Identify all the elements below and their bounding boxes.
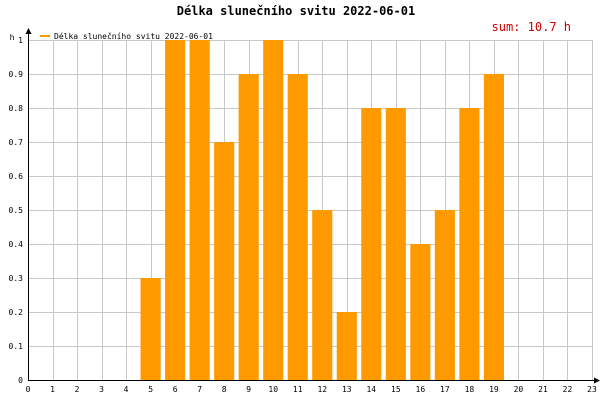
x-tick-label: 16 xyxy=(416,385,426,394)
x-tick-label: 7 xyxy=(197,385,202,394)
bar xyxy=(410,244,431,380)
x-tick-label: 20 xyxy=(514,385,524,394)
x-tick-label: 13 xyxy=(342,385,352,394)
x-tick-label: 19 xyxy=(489,385,499,394)
y-tick-label: 0.6 xyxy=(9,172,24,181)
bar xyxy=(385,108,406,380)
sum-label: sum: 10.7 h xyxy=(492,20,571,34)
bar xyxy=(165,40,186,380)
x-tick-label: 17 xyxy=(440,385,450,394)
x-tick-label: 1 xyxy=(50,385,55,394)
x-tick-label: 18 xyxy=(465,385,475,394)
bar xyxy=(434,210,455,380)
bar xyxy=(483,74,504,380)
bar xyxy=(189,40,210,380)
y-tick-label: 0.7 xyxy=(9,138,24,147)
x-tick-label: 2 xyxy=(75,385,80,394)
x-tick-label: 11 xyxy=(293,385,303,394)
bar xyxy=(361,108,382,380)
bar xyxy=(459,108,480,380)
axes xyxy=(25,28,600,384)
x-tick-label: 21 xyxy=(538,385,548,394)
bar xyxy=(140,278,161,380)
bar xyxy=(263,40,284,380)
x-tick-label: 22 xyxy=(563,385,573,394)
y-tick-label: 0.5 xyxy=(9,206,24,215)
y-tick-label: 0 xyxy=(18,376,23,385)
x-tick-label: 3 xyxy=(99,385,104,394)
x-tick-label: 15 xyxy=(391,385,401,394)
bar xyxy=(336,312,357,380)
x-tick-label: 6 xyxy=(173,385,178,394)
bar xyxy=(312,210,333,380)
x-tick-label: 10 xyxy=(268,385,278,394)
x-tick-label: 0 xyxy=(26,385,31,394)
legend-label: Délka slunečního svitu 2022-06-01 xyxy=(54,31,213,41)
x-tick-label: 9 xyxy=(246,385,251,394)
legend-swatch xyxy=(40,35,50,37)
x-tick-label: 5 xyxy=(148,385,153,394)
y-tick-label: 0.3 xyxy=(9,274,24,283)
x-tick-label: 4 xyxy=(124,385,129,394)
x-tick-label: 14 xyxy=(366,385,376,394)
x-tick-label: 8 xyxy=(222,385,227,394)
y-axis-unit: h xyxy=(10,33,15,42)
bar xyxy=(238,74,259,380)
y-tick-label: 0.4 xyxy=(9,240,24,249)
x-tick-labels: 0 1 2 3 4 5 6 7 8 9 10 11 12 13 14 15 16 17 18 19 20 21 22 23 xyxy=(26,385,597,394)
bar xyxy=(287,74,308,380)
y-tick-labels: 0 0.1 0.2 0.3 0.4 0.5 0.6 0.7 0.8 0.9 1 xyxy=(9,36,24,385)
bar xyxy=(214,142,235,380)
y-tick-label: 0.2 xyxy=(9,308,24,317)
x-tick-label: 23 xyxy=(587,385,597,394)
x-axis-arrow xyxy=(594,377,600,384)
y-tick-label: 0.8 xyxy=(9,104,24,113)
bars xyxy=(140,40,504,380)
chart-title: Délka slunečního svitu 2022-06-01 xyxy=(177,4,415,18)
y-axis-arrow xyxy=(25,28,32,34)
y-tick-label: 0.9 xyxy=(9,70,24,79)
y-tick-label: 1 xyxy=(18,36,23,45)
x-tick-label: 12 xyxy=(317,385,327,394)
legend: Délka slunečního svitu 2022-06-01 xyxy=(40,31,213,41)
y-tick-label: 0.1 xyxy=(9,342,24,351)
